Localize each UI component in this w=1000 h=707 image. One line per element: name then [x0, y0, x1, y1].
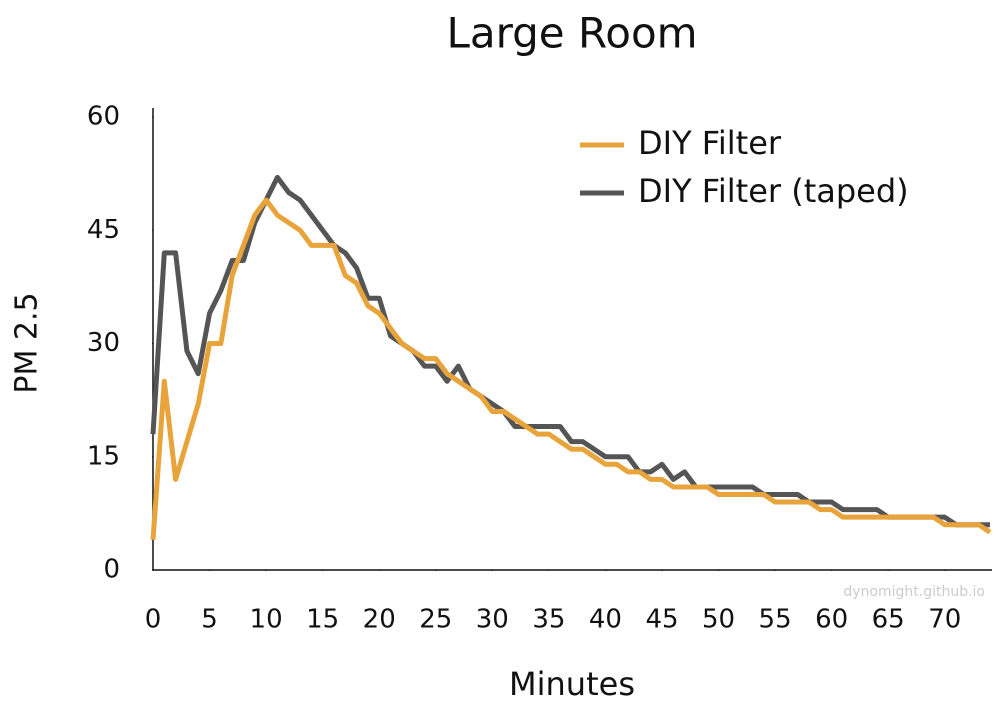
x-tick-label: 25 [419, 605, 452, 635]
x-tick-label: 65 [872, 605, 905, 635]
x-tick-label: 60 [815, 605, 848, 635]
x-tick-label: 40 [589, 605, 622, 635]
x-tick-label: 20 [363, 605, 396, 635]
x-tick-label: 70 [928, 605, 961, 635]
legend-label: DIY Filter (taped) [638, 172, 909, 210]
x-tick-label: 50 [702, 605, 735, 635]
x-tick-label: 55 [759, 605, 792, 635]
x-tick-label: 45 [645, 605, 678, 635]
legend-label: DIY Filter [638, 124, 782, 162]
x-tick-label: 5 [201, 605, 218, 635]
x-tick-label: 10 [250, 605, 283, 635]
data-line [150, 197, 992, 540]
x-tick-label: 15 [306, 605, 339, 635]
chart-title: Large Room [446, 9, 697, 58]
y-tick-label: 0 [103, 555, 120, 585]
y-tick-label: 60 [87, 102, 120, 132]
x-tick-label: 30 [476, 605, 509, 635]
x-tick-label: 35 [532, 605, 565, 635]
watermark: dynomight.github.io [843, 584, 985, 600]
y-tick-label: 30 [87, 328, 120, 358]
x-tick-label: 0 [145, 605, 162, 635]
data-line [150, 174, 990, 528]
y-axis-title: PM 2.5 [10, 292, 45, 393]
y-tick-label: 15 [87, 441, 120, 471]
x-axis-title: Minutes [509, 665, 635, 703]
y-tick-label: 45 [87, 215, 120, 245]
